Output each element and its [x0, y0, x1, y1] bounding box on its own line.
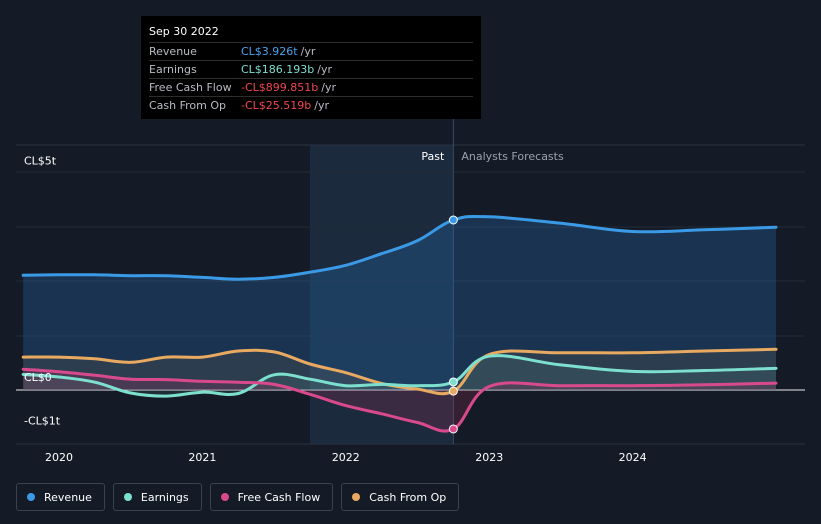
- legend-dot-icon: [123, 493, 132, 501]
- past-label: Past: [421, 150, 445, 163]
- tooltip-row-value: -CL$899.851b: [241, 81, 319, 94]
- legend-dot-icon: [352, 493, 361, 501]
- y-tick-label: CL$0: [24, 371, 52, 384]
- legend-dot-icon: [27, 493, 35, 501]
- legend-label: Earnings: [140, 490, 189, 504]
- past-highlight-band: [309, 145, 454, 444]
- tooltip-row-unit: /yr: [317, 63, 333, 76]
- x-tick-label: 2021: [188, 451, 216, 464]
- x-tick-label: 2023: [475, 451, 503, 464]
- y-tick-label: CL$5t: [24, 155, 57, 168]
- earnings-line: [21, 354, 778, 398]
- tooltip-date: Sep 30 2022: [149, 25, 219, 38]
- y-tick-label: -CL$1t: [24, 414, 61, 427]
- legend-item-free-cash-flow[interactable]: Free Cash Flow: [209, 483, 334, 511]
- legend-item-cash-from-op[interactable]: Cash From Op: [341, 483, 460, 511]
- tooltip-row-unit: /yr: [314, 99, 329, 112]
- earnings-marker: [448, 377, 458, 387]
- legend-label: Cash From Op: [369, 490, 447, 504]
- tooltip-row-value: CL$3.926t: [241, 45, 298, 58]
- x-tick-label: 2022: [332, 451, 360, 464]
- revenue-marker: [448, 215, 458, 225]
- revenue-line: [21, 214, 778, 281]
- free-cash-flow-line: [21, 367, 778, 433]
- tooltip-row-unit: /yr: [300, 45, 316, 58]
- tooltip-row-label: Earnings: [149, 63, 197, 76]
- tooltip-row-value: CL$186.193b: [241, 63, 315, 76]
- tooltip-row-label: Revenue: [149, 45, 197, 58]
- revenue-area: [23, 216, 776, 390]
- tooltip-row-label: Free Cash Flow: [149, 81, 232, 94]
- legend-label: Free Cash Flow: [237, 490, 321, 504]
- tooltip-row-earnings: Earnings CL$186.193b /yr: [149, 60, 473, 78]
- forecast-label: Analysts Forecasts: [461, 150, 564, 163]
- chart-tooltip: Sep 30 2022 Revenue CL$3.926t /yr Earnin…: [141, 16, 481, 119]
- x-tick-label: 2024: [619, 451, 647, 464]
- tooltip-row-value: -CL$25.519b: [241, 99, 312, 112]
- free-cash-flow-marker: [448, 424, 458, 434]
- x-tick-label: 2020: [45, 451, 73, 464]
- legend-item-revenue[interactable]: Revenue: [16, 483, 105, 511]
- free-cash-flow-area: [23, 369, 776, 432]
- tooltip-row-unit: /yr: [321, 81, 336, 94]
- legend-label: Revenue: [44, 490, 92, 504]
- legend-item-earnings[interactable]: Earnings: [112, 483, 202, 511]
- tooltip-row-cash-from-op: Cash From Op -CL$25.519b /yr: [149, 96, 473, 114]
- chart-legend: Revenue Earnings Free Cash Flow Cash Fro…: [16, 483, 460, 511]
- tooltip-row-label: Cash From Op: [149, 99, 227, 112]
- legend-dot-icon: [220, 493, 229, 501]
- tooltip-row-revenue: Revenue CL$3.926t /yr: [149, 42, 473, 60]
- cash-from-op-line: [21, 347, 778, 396]
- cash-from-op-marker: [448, 386, 458, 396]
- tooltip-row-free-cash-flow: Free Cash Flow -CL$899.851b /yr: [149, 78, 473, 96]
